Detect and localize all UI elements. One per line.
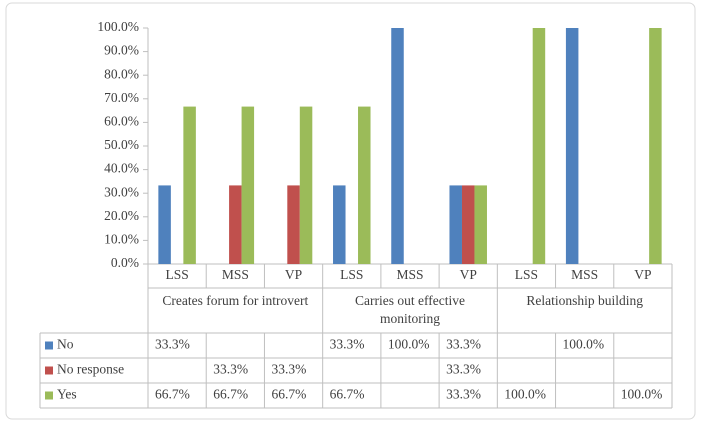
table-cell: 33.3% bbox=[155, 337, 190, 352]
group-label: Carries out effective monitoring bbox=[355, 293, 465, 326]
y-tick-label: 100.0% bbox=[97, 19, 139, 34]
table-cell: 33.3% bbox=[446, 362, 481, 377]
y-tick-label: 70.0% bbox=[104, 90, 139, 105]
bar bbox=[183, 106, 196, 264]
bar bbox=[474, 185, 487, 264]
y-tick-label: 60.0% bbox=[104, 113, 139, 128]
table-cell: 33.3% bbox=[446, 387, 481, 402]
bar bbox=[241, 106, 255, 264]
group-label-box: Relationship building bbox=[526, 293, 643, 308]
x-tick-label: MSS bbox=[396, 267, 423, 282]
table-cell: 66.7% bbox=[271, 387, 306, 402]
y-tick-label: 40.0% bbox=[104, 161, 139, 176]
x-tick-label: LSS bbox=[340, 267, 363, 282]
y-tick-label: 80.0% bbox=[104, 66, 139, 81]
x-tick-label: LSS bbox=[165, 267, 188, 282]
y-tick-label: 20.0% bbox=[104, 208, 139, 223]
legend-key bbox=[45, 341, 53, 350]
bar bbox=[649, 28, 662, 264]
y-tick-label: 10.0% bbox=[104, 231, 139, 246]
x-tick-label: LSS bbox=[515, 267, 538, 282]
legend-key bbox=[45, 366, 53, 375]
bar bbox=[287, 185, 300, 264]
legend-label: No response bbox=[57, 362, 124, 377]
table-cell: 33.3% bbox=[213, 362, 248, 377]
table-cell: 100.0% bbox=[388, 337, 430, 352]
y-tick-label: 30.0% bbox=[104, 184, 139, 199]
group-label-box: Carries out effective monitoring bbox=[355, 293, 465, 326]
table-cell: 100.0% bbox=[563, 337, 605, 352]
bar bbox=[532, 28, 546, 264]
table-cell: 66.7% bbox=[155, 387, 190, 402]
y-tick-label: 0.0% bbox=[111, 255, 139, 270]
bar bbox=[333, 185, 346, 264]
x-tick-label: VP bbox=[634, 267, 651, 282]
table-cell: 100.0% bbox=[504, 387, 546, 402]
x-tick-label: VP bbox=[460, 267, 477, 282]
table-cell: 66.7% bbox=[213, 387, 248, 402]
x-tick-label: VP bbox=[285, 267, 302, 282]
bar bbox=[358, 106, 371, 264]
y-tick-label: 50.0% bbox=[104, 137, 139, 152]
group-label: Creates forum for introvert bbox=[162, 293, 309, 308]
bar bbox=[229, 185, 242, 264]
bar bbox=[461, 185, 475, 264]
bar bbox=[449, 185, 462, 264]
legend-label: Yes bbox=[57, 387, 77, 402]
x-tick-label: MSS bbox=[222, 267, 249, 282]
bar bbox=[158, 185, 171, 264]
legend-label: No bbox=[57, 337, 74, 352]
table-cell: 33.3% bbox=[446, 337, 481, 352]
table-cell: 100.0% bbox=[621, 387, 663, 402]
table-cell: 66.7% bbox=[330, 387, 365, 402]
legend-key bbox=[45, 391, 53, 400]
bar bbox=[391, 28, 404, 264]
table-cell: 33.3% bbox=[330, 337, 365, 352]
y-tick-label: 90.0% bbox=[104, 43, 139, 58]
bar bbox=[299, 106, 313, 264]
chart-frame bbox=[5, 2, 696, 420]
x-tick-label: MSS bbox=[571, 267, 598, 282]
group-label: Relationship building bbox=[526, 293, 643, 308]
group-label-box: Creates forum for introvert bbox=[162, 293, 309, 308]
bar bbox=[565, 28, 579, 264]
table-cell: 33.3% bbox=[271, 362, 306, 377]
